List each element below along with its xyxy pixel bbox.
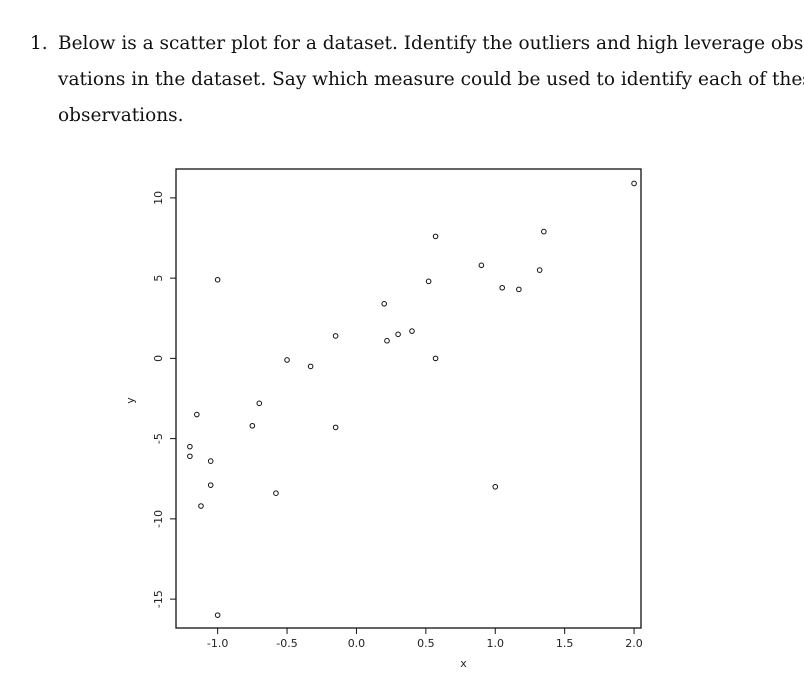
question-line-1: 1. Below is a scatter plot for a dataset.… [30, 26, 804, 62]
data-point [381, 301, 388, 307]
data-point [478, 262, 485, 269]
data-point [249, 422, 256, 429]
data-point [214, 612, 221, 618]
data-point [187, 443, 193, 450]
question-text-line-1: Below is a scatter plot for a dataset. I… [58, 33, 804, 54]
x-tick-label: 0.0 [348, 637, 366, 650]
data-point [198, 503, 204, 509]
data-point [332, 424, 339, 431]
y-tick-label: 10 [152, 191, 165, 205]
data-point [214, 276, 221, 283]
data-point [207, 482, 214, 488]
data-point [541, 228, 547, 235]
y-tick-label: -10 [152, 510, 165, 528]
y-tick-label: 0 [152, 355, 165, 362]
question-text: 1. Below is a scatter plot for a dataset.… [30, 26, 804, 134]
data-point [516, 286, 522, 293]
y-axis-label: y [124, 397, 137, 404]
x-tick-label: 0.5 [417, 637, 435, 650]
y-tick-label: 5 [152, 275, 165, 282]
x-tick-label: 2.0 [625, 637, 643, 650]
y-tick-label: -5 [152, 433, 165, 444]
data-point [631, 180, 637, 187]
x-tick-label: -1.0 [207, 637, 228, 650]
data-point [307, 363, 314, 370]
data-point [425, 278, 432, 285]
data-point [409, 328, 415, 334]
data-point [432, 233, 439, 240]
data-point [492, 483, 499, 490]
y-tick-label: -15 [152, 590, 165, 608]
data-point [536, 267, 543, 273]
data-point [194, 411, 200, 418]
data-point [273, 490, 279, 496]
data-point [384, 337, 390, 344]
question-number: 1. [30, 33, 48, 54]
x-tick-label: -0.5 [276, 637, 297, 650]
data-point [432, 355, 439, 362]
data-point [284, 357, 290, 363]
data-point [332, 333, 339, 339]
x-axis-label: x [460, 657, 467, 670]
x-tick-label: 1.0 [487, 637, 505, 650]
data-point [499, 284, 505, 291]
plot-frame [175, 168, 642, 629]
x-tick-label: 1.5 [556, 637, 574, 650]
data-point [395, 331, 401, 338]
data-point [207, 458, 214, 464]
question-text-line-2: vations in the dataset. Say which measur… [58, 69, 804, 90]
data-point [256, 400, 263, 407]
question-text-line-3: observations. [58, 105, 184, 126]
data-point [187, 453, 193, 460]
